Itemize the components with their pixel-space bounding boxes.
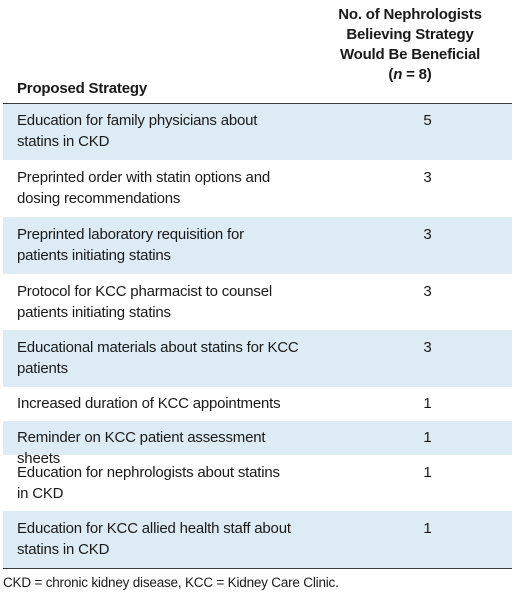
table-row: Preprinted laboratory requisition for pat…	[3, 217, 512, 274]
strategy-cell: Education for family physicians about sta…	[17, 112, 258, 150]
header-count-n: (n = 8)	[388, 66, 432, 83]
strategy-cell: Preprinted order with statin options and…	[17, 169, 270, 207]
header-count: No. of Nephrologists Believing Strategy …	[308, 5, 512, 85]
table-header: Proposed Strategy No. of Nephrologists B…	[3, 0, 512, 104]
table-footnote: CKD = chronic kidney disease, KCC = Kidn…	[3, 575, 339, 590]
count-cell: 1	[423, 429, 432, 446]
strategy-cell: Educational materials about statins for …	[17, 339, 299, 377]
strategy-cell: Education for nephrologists about statin…	[17, 464, 280, 502]
count-cell: 3	[423, 283, 432, 300]
table-row: Educational materials about statins for …	[3, 330, 512, 387]
table-row: Education for family physicians about sta…	[3, 104, 512, 160]
strategy-cell: Education for KCC allied health staff ab…	[17, 520, 291, 558]
strategy-cell: Preprinted laboratory requisition for pat…	[17, 226, 244, 264]
strategy-cell: Increased duration of KCC appointments	[17, 395, 281, 412]
table-row: Increased duration of KCC appointments 1	[3, 387, 512, 421]
count-cell: 3	[423, 169, 432, 186]
header-count-line: No. of Nephrologists	[338, 6, 482, 23]
strategy-cell: Protocol for KCC pharmacist to counsel pa…	[17, 283, 273, 321]
count-cell: 1	[423, 395, 432, 412]
table-row: Preprinted order with statin options and…	[3, 160, 512, 217]
header-strategy: Proposed Strategy	[17, 80, 147, 97]
table-row: Reminder on KCC patient assessment sheet…	[3, 421, 512, 467]
table-row: Education for KCC allied health staff ab…	[3, 511, 512, 568]
count-cell: 3	[423, 226, 432, 243]
table-row: Education for nephrologists about statin…	[3, 455, 512, 511]
header-count-line: Believing Strategy	[346, 26, 474, 43]
count-cell: 1	[423, 464, 432, 481]
strategy-cell: Reminder on KCC patient assessment sheet…	[17, 429, 266, 467]
count-cell: 3	[423, 339, 432, 356]
table-bottom-rule	[3, 568, 512, 569]
table-row: Protocol for KCC pharmacist to counsel pa…	[3, 274, 512, 330]
count-cell: 1	[423, 520, 432, 537]
count-cell: 5	[423, 112, 432, 129]
header-count-line: Would Be Beneficial	[339, 46, 481, 63]
strategy-table: Proposed Strategy No. of Nephrologists B…	[3, 0, 512, 569]
